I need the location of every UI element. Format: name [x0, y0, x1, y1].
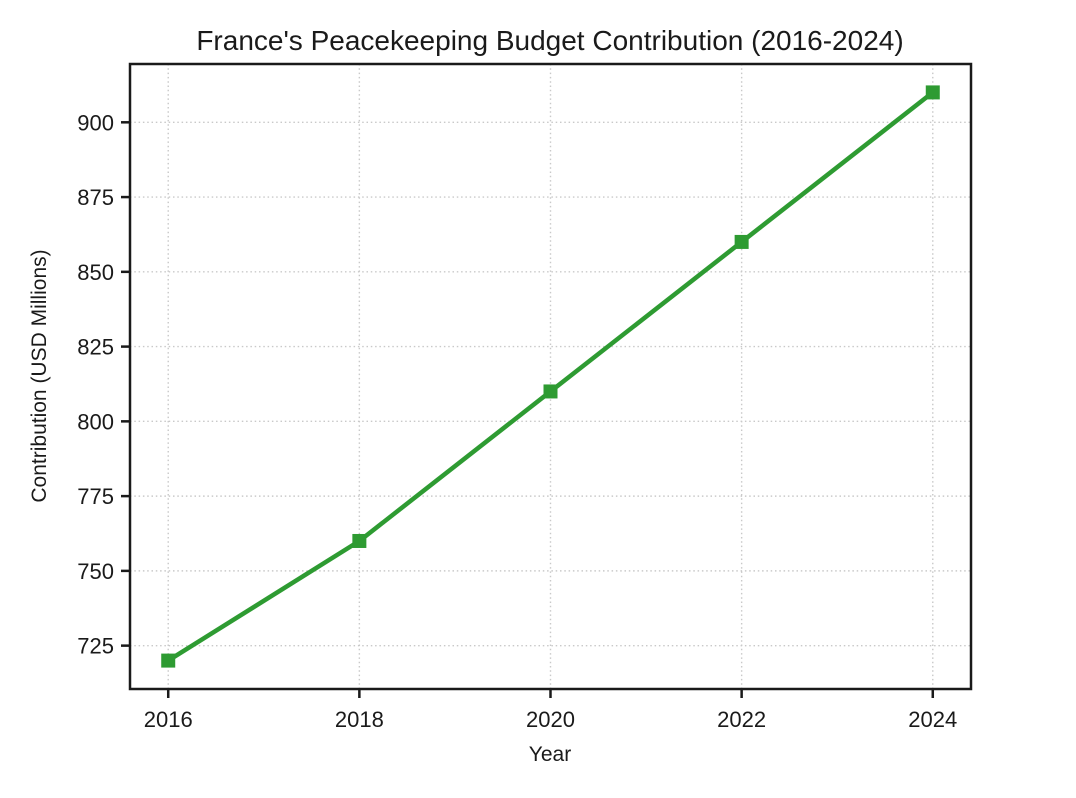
series-line: [167, 90, 935, 663]
y-tick-label: 825: [77, 335, 114, 360]
y-tick-label: 900: [77, 110, 114, 135]
data-point-marker: [161, 653, 176, 668]
x-tick-label: 2024: [908, 707, 957, 732]
series-layer: [161, 85, 940, 668]
y-tick-label: 750: [77, 559, 114, 584]
data-point-marker: [734, 234, 749, 249]
y-tick-label: 775: [77, 484, 114, 509]
y-tick-label: 875: [77, 185, 114, 210]
y-axis-label: Contribution (USD Millions): [28, 249, 51, 502]
chart-title: France's Peacekeeping Budget Contributio…: [196, 25, 903, 56]
y-tick-label: 850: [77, 260, 114, 285]
y-tick-label: 725: [77, 634, 114, 659]
y-tick-label: 800: [77, 409, 114, 434]
data-point-marker: [543, 384, 558, 399]
data-point-marker: [925, 85, 940, 100]
plot-border: [128, 62, 973, 691]
x-tick-label: 2022: [717, 707, 766, 732]
x-tick-label: 2018: [335, 707, 384, 732]
x-axis-label: Year: [529, 743, 571, 766]
grid-layer: [130, 64, 971, 689]
data-point-marker: [352, 533, 367, 548]
ticks-layer: 725 750 775 800 825 850 875 900 2016 2018 2020 2022…: [77, 62, 973, 732]
x-tick-label: 2016: [144, 707, 193, 732]
x-tick-label: 2020: [526, 707, 575, 732]
